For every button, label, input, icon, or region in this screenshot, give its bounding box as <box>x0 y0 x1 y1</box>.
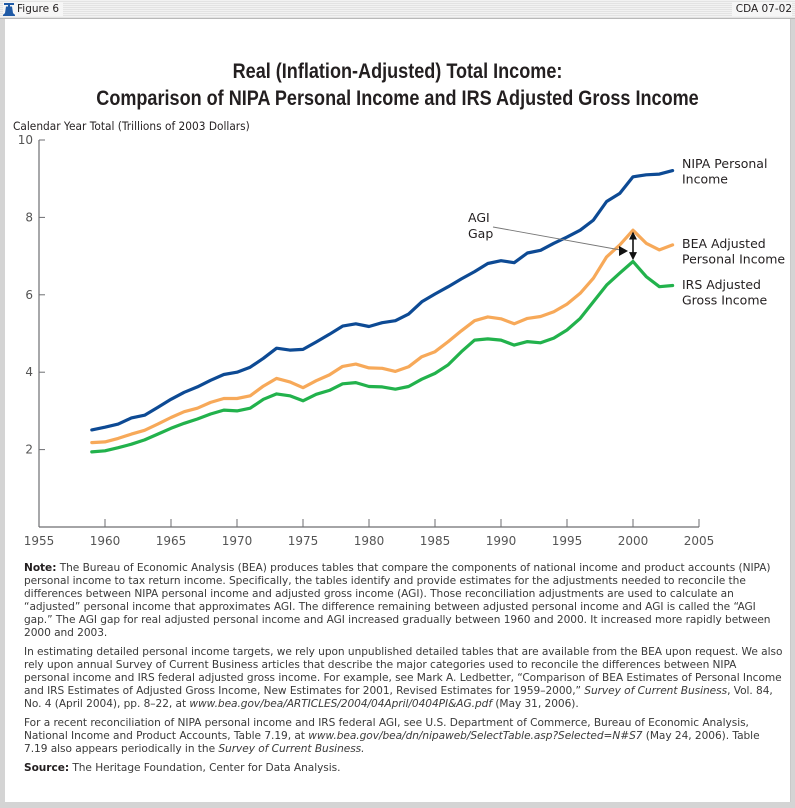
reconciliation-url[interactable]: www.bea.gov/bea/dn/nipaweb/SelectTable.a… <box>308 730 643 742</box>
journal-title-2: Survey of Current Business. <box>218 743 365 755</box>
reference-text: In estimating detailed personal income t… <box>24 646 783 697</box>
source-paragraph: Source: The Heritage Foundation, Center … <box>24 762 784 775</box>
reference-date: (May 31, 2006). <box>492 698 579 710</box>
x-tick-label: 1990 <box>486 534 517 548</box>
series-label-2: BEA Adjusted <box>682 236 766 251</box>
x-tick-label: 1995 <box>552 534 583 548</box>
source-label: Source: <box>24 762 70 774</box>
y-tick-label: 4 <box>25 365 33 379</box>
series-line-irs-adjusted-gross-income <box>90 259 675 454</box>
x-tick-label: 2005 <box>684 534 715 548</box>
liberty-bell-icon <box>3 2 15 16</box>
series-line-nipa-personal-income <box>90 169 675 432</box>
series-line-bea-adjusted-personal-income <box>90 228 675 445</box>
note-text: The Bureau of Economic Analysis (BEA) pr… <box>24 562 771 639</box>
figure-number: Figure 6 <box>17 3 60 15</box>
series-label-1: Income <box>682 172 728 187</box>
y-tick-label: 6 <box>25 288 33 302</box>
x-tick-label: 1975 <box>288 534 319 548</box>
figure-header: Figure 6 CDA 07-02 <box>0 0 795 19</box>
reconciliation-text-2: (May 24, 2006). Table 7.19 also appears … <box>24 730 760 755</box>
x-tick-label: 1960 <box>90 534 121 548</box>
x-tick-label: 1970 <box>222 534 253 548</box>
chart-subtitle: Comparison of NIPA Personal Income and I… <box>96 87 699 110</box>
axes: 2 4 6 8 10 1955 1960 1965 1970 1975 1980 1985 1990 19… <box>18 133 715 548</box>
note-label: Note: <box>24 562 57 574</box>
report-code: CDA 07-02 <box>731 2 792 16</box>
agi-gap-pointer-arrowhead <box>619 246 628 256</box>
series-label-3: Gross Income <box>682 293 768 308</box>
journal-title: Survey of Current Business <box>584 685 728 697</box>
figure-panel <box>5 19 791 802</box>
y-tick-label: 8 <box>25 210 33 224</box>
x-tick-label: 2000 <box>618 534 649 548</box>
reconciliation-paragraph: For a recent reconciliation of NIPA pers… <box>24 717 784 756</box>
reconciliation-text: For a recent reconciliation of NIPA pers… <box>24 717 749 742</box>
figure-label: Figure 6 <box>3 2 64 16</box>
source-text: The Heritage Foundation, Center for Data… <box>69 762 341 774</box>
y-tick-label: 10 <box>18 133 33 147</box>
y-axis-label: Calendar Year Total (Trillions of 2003 D… <box>13 119 250 133</box>
note-paragraph: Note: The Bureau of Economic Analysis (B… <box>24 562 784 640</box>
series-label-3: IRS Adjusted <box>682 277 761 292</box>
reference-citation: , Vol. 84, No. 4 (April 2004), pp. 8–22,… <box>24 685 773 710</box>
x-tick-label: 1955 <box>24 534 55 548</box>
chart-title: Real (Inflation-Adjusted) Total Income: <box>232 60 563 83</box>
y-tick-label: 2 <box>25 443 33 457</box>
agi-gap-leader-line <box>492 226 627 252</box>
series-lines <box>90 169 675 454</box>
notes-section: Note: The Bureau of Economic Analysis (B… <box>24 562 784 781</box>
reference-url[interactable]: www.bea.gov/bea/ARTICLES/2004/04April/04… <box>189 698 493 710</box>
x-tick-label: 1985 <box>420 534 451 548</box>
line-chart: 2 4 6 8 10 1955 1960 1965 1970 1975 1980 1985 1990 19… <box>18 133 786 548</box>
series-label-2: Personal Income <box>682 252 785 267</box>
x-tick-label: 1965 <box>156 534 187 548</box>
agi-gap-label: AGI <box>468 210 490 225</box>
series-label-1: NIPA Personal <box>682 156 767 171</box>
x-tick-label: 1980 <box>354 534 385 548</box>
agi-gap-label: Gap <box>468 226 493 241</box>
reference-paragraph: In estimating detailed personal income t… <box>24 646 784 711</box>
